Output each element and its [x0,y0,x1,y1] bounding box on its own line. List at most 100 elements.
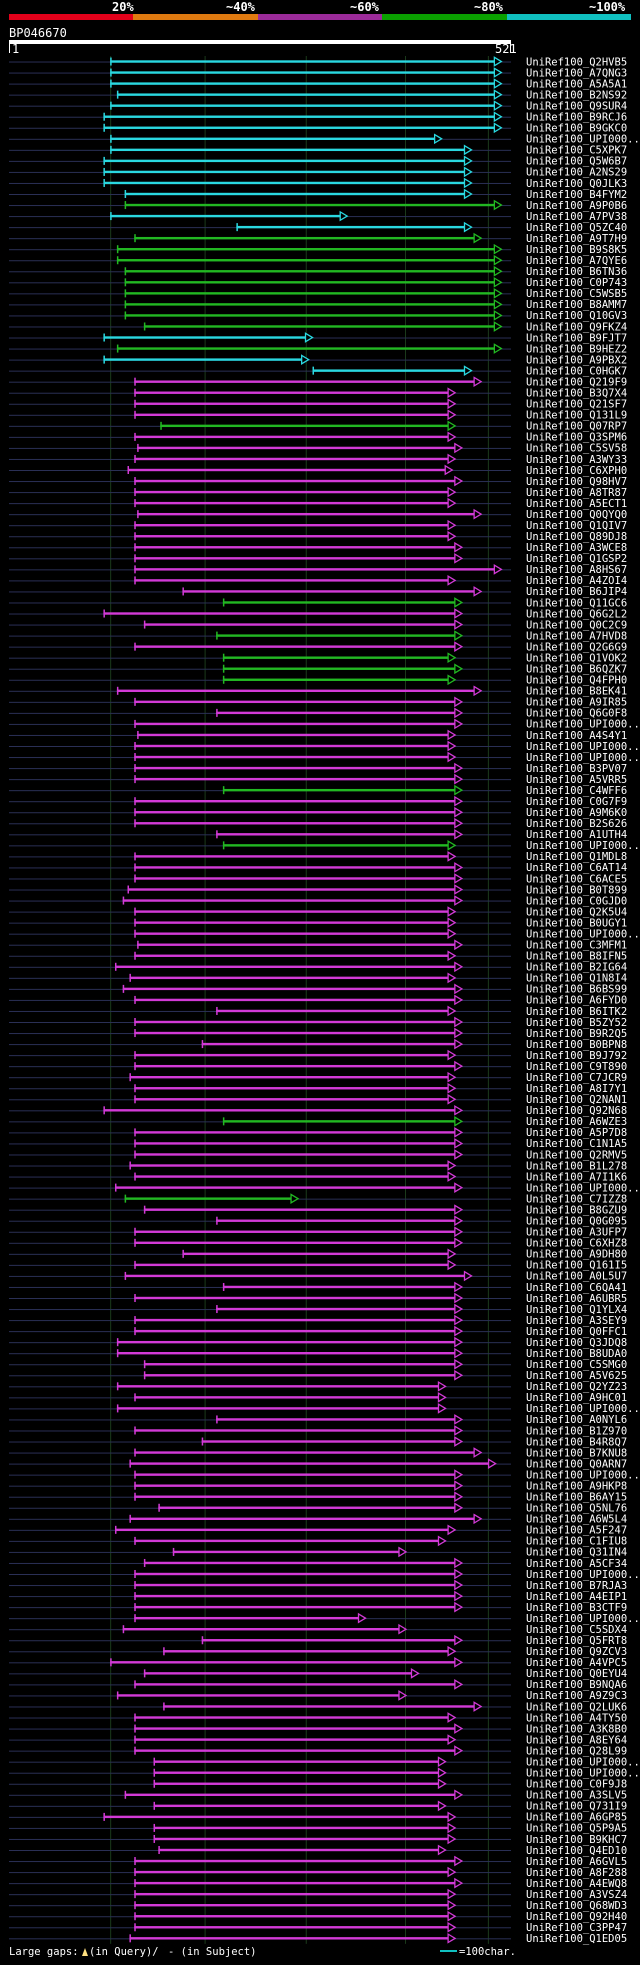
hit-label[interactable]: UniRef100_Q2LUK6 [526,1701,627,1713]
hit-label[interactable]: UniRef100_A4VPC5 [526,1657,627,1669]
hit-label[interactable]: UniRef100_Q0EYU4 [526,1668,627,1680]
hit-row[interactable]: UniRef100_Q2K5U4 [9,906,627,918]
hit-row[interactable]: UniRef100_A6FYD0 [9,994,627,1007]
hit-label[interactable]: UniRef100_C4WFF6 [526,785,627,797]
hit-row[interactable]: UniRef100_A4VPC5 [9,1656,627,1669]
hit-label[interactable]: UniRef100_C0G7F9 [526,796,627,808]
hit-label[interactable]: UniRef100_B0UGY1 [526,917,627,929]
hit-row[interactable]: UniRef100_Q3JDQ8 [9,1336,627,1349]
hit-label[interactable]: UniRef100_Q92N68 [526,1105,627,1117]
hit-row[interactable]: UniRef100_B1Z970 [9,1425,627,1437]
hit-row[interactable]: UniRef100_A5ECT1 [9,497,627,510]
hit-label[interactable]: UniRef100_B0T899 [526,884,627,896]
hit-label[interactable]: UniRef100_B2NS92 [526,89,627,101]
hit-row[interactable]: UniRef100_A4EWQ8 [9,1877,627,1890]
hit-label[interactable]: UniRef100_Q0G095 [526,1216,627,1228]
hit-label[interactable]: UniRef100_A5A5A1 [526,78,627,90]
hit-label[interactable]: UniRef100_A8I7Y1 [526,1083,627,1095]
hit-row[interactable]: UniRef100_A5P7D8 [9,1127,627,1139]
hit-label[interactable]: UniRef100_B9NQA6 [526,1679,627,1691]
hit-label[interactable]: UniRef100_Q1N8I4 [526,973,627,985]
hit-label[interactable]: UniRef100_A5V625 [526,1370,627,1382]
hit-label[interactable]: UniRef100_UPI000.. [526,719,640,731]
hit-label[interactable]: UniRef100_Q28L99 [526,1745,627,1757]
hit-label[interactable]: UniRef100_A3SLV5 [526,1790,627,1802]
hit-label[interactable]: UniRef100_B6BS99 [526,984,627,996]
hit-label[interactable]: UniRef100_B0BPN8 [526,1039,627,1051]
hit-label[interactable]: UniRef100_B9FJT7 [526,332,627,344]
hit-label[interactable]: UniRef100_A5ECT1 [526,498,627,510]
hit-row[interactable]: UniRef100_B4FYM2 [9,188,627,201]
hit-label[interactable]: UniRef100_B7KNU8 [526,1447,627,1459]
hit-row[interactable]: UniRef100_A0NYL6 [9,1414,627,1426]
hit-label[interactable]: UniRef100_C7IZZ8 [526,1193,627,1205]
hit-row[interactable]: UniRef100_UPI000.. [9,718,640,731]
hit-row[interactable]: UniRef100_A5A5A1 [9,78,627,90]
hit-label[interactable]: UniRef100_Q5FRT8 [526,1635,627,1647]
hit-row[interactable]: UniRef100_Q2LUK6 [9,1701,627,1713]
hit-label[interactable]: UniRef100_A9HC01 [526,1392,627,1404]
hit-label[interactable]: UniRef100_Q0QYQ0 [526,509,627,521]
hit-label[interactable]: UniRef100_B9J792 [526,1050,627,1062]
hit-row[interactable]: UniRef100_A3WCE8 [9,541,627,554]
hit-row[interactable]: UniRef100_Q1QIV7 [9,519,627,532]
hit-row[interactable]: UniRef100_Q89DJ8 [9,530,627,543]
hit-row[interactable]: UniRef100_UPI000.. [9,1182,640,1194]
hit-label[interactable]: UniRef100_Q2G6G9 [526,641,627,653]
hit-row[interactable]: UniRef100_C0F9J8 [9,1778,627,1791]
hit-label[interactable]: UniRef100_C5XPK7 [526,145,627,157]
hit-row[interactable]: UniRef100_B3PV07 [9,762,627,775]
hit-row[interactable]: UniRef100_B6ITK2 [9,1005,627,1018]
hit-label[interactable]: UniRef100_Q5NL76 [526,1503,627,1515]
hit-row[interactable]: UniRef100_Q1N8I4 [9,972,627,985]
hit-row[interactable]: UniRef100_UPI000.. [9,740,640,753]
hit-label[interactable]: UniRef100_Q1QIV7 [526,520,627,532]
hit-label[interactable]: UniRef100_A9PBX2 [526,354,627,366]
hit-row[interactable]: UniRef100_A7QNG3 [9,67,627,79]
hit-row[interactable]: UniRef100_C5SV58 [9,442,627,455]
hit-label[interactable]: UniRef100_Q2HVB5 [526,56,627,68]
hit-label[interactable]: UniRef100_B2IG64 [526,962,627,974]
hit-row[interactable]: UniRef100_A3K8B0 [9,1723,627,1735]
hit-row[interactable]: UniRef100_C1FIU8 [9,1535,627,1548]
hit-label[interactable]: UniRef100_C6XHZ8 [526,1238,627,1250]
hit-label[interactable]: UniRef100_A3UFP7 [526,1227,627,1239]
hit-row[interactable]: UniRef100_B2S626 [9,817,627,830]
hit-label[interactable]: UniRef100_UPI000.. [526,1569,640,1581]
hit-row[interactable]: UniRef100_Q0JLK3 [9,177,627,190]
hit-label[interactable]: UniRef100_Q4FPH0 [526,675,627,687]
hit-row[interactable]: UniRef100_C7IZZ8 [9,1193,627,1205]
hit-label[interactable]: UniRef100_Q10GV3 [526,310,627,322]
hit-row[interactable]: UniRef100_Q1YLX4 [9,1303,627,1316]
hit-label[interactable]: UniRef100_A8EY64 [526,1734,627,1746]
hit-row[interactable]: UniRef100_Q2NAN1 [9,1093,627,1106]
hit-row[interactable]: UniRef100_A7PV38 [9,210,627,223]
hit-label[interactable]: UniRef100_B5ZY52 [526,1017,627,1029]
hit-row[interactable]: UniRef100_A5VRR5 [9,773,627,786]
hit-label[interactable]: UniRef100_A5F247 [526,1525,627,1537]
hit-row[interactable]: UniRef100_A4ZOI4 [9,575,627,587]
hit-row[interactable]: UniRef100_A7QYE6 [9,254,627,267]
hit-row[interactable]: UniRef100_Q0ARN7 [9,1458,627,1470]
hit-row[interactable]: UniRef100_B9J792 [9,1049,627,1062]
hit-label[interactable]: UniRef100_A4S4Y1 [526,730,627,742]
hit-label[interactable]: UniRef100_B1L278 [526,1160,627,1172]
hit-label[interactable]: UniRef100_A5VRR5 [526,774,627,786]
hit-row[interactable]: UniRef100_Q31IN4 [9,1546,627,1559]
hit-row[interactable]: UniRef100_Q2YZ23 [9,1380,627,1393]
hit-row[interactable]: UniRef100_A9HC01 [9,1392,627,1404]
hit-label[interactable]: UniRef100_Q0FFC1 [526,1326,627,1338]
hit-row[interactable]: UniRef100_C0G7F9 [9,795,627,808]
hit-row[interactable]: UniRef100_C0P743 [9,276,627,289]
hit-label[interactable]: UniRef100_B8EK41 [526,686,627,698]
hit-label[interactable]: UniRef100_Q0C2C9 [526,619,627,631]
hit-row[interactable]: UniRef100_UPI000.. [9,751,640,764]
hit-label[interactable]: UniRef100_Q89DJ8 [526,531,627,543]
hit-row[interactable]: UniRef100_B8AMM7 [9,299,627,311]
hit-label[interactable]: UniRef100_Q1ED05 [526,1933,627,1945]
hit-label[interactable]: UniRef100_C5WSB5 [526,288,627,300]
hit-label[interactable]: UniRef100_Q21SF7 [526,399,627,411]
hit-label[interactable]: UniRef100_UPI000.. [526,741,640,753]
hit-label[interactable]: UniRef100_UPI000.. [526,1768,640,1780]
hit-label[interactable]: UniRef100_A6UBR5 [526,1293,627,1305]
